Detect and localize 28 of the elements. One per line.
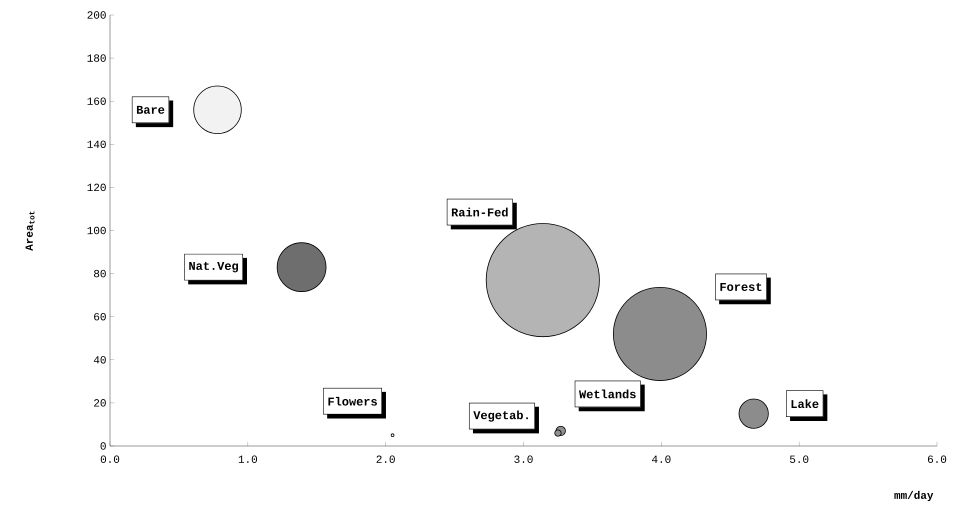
x-tick-label: 5.0	[790, 456, 808, 463]
x-tick-label: 1.0	[238, 456, 258, 463]
y-tick-label: 20	[94, 399, 106, 407]
y-axis-title: Area$_{tot}$	[26, 211, 34, 251]
series-label: Lake	[792, 399, 818, 408]
text: Wetlands	[579, 390, 636, 398]
y-tick-label: 100	[88, 226, 106, 234]
y-tick-label: 160	[88, 97, 106, 105]
y-tick-label: 0	[100, 442, 106, 450]
text: Nat.Veg	[189, 262, 238, 272]
y-tick-label: 120	[88, 184, 106, 192]
text: Bare	[136, 106, 164, 114]
y-tick-label: 40	[94, 356, 106, 364]
x-tick-label: 6.0	[928, 456, 946, 463]
text: Vegetab.	[473, 410, 528, 422]
y-tick-label: 140	[88, 140, 106, 148]
x-tick-label: 2.0	[376, 456, 395, 463]
y-tick-label: 200	[88, 11, 106, 19]
text: Rain-Fed	[452, 208, 508, 216]
text: Forest	[720, 282, 762, 291]
y-tick-label: 60	[94, 312, 106, 320]
y-tick-label: 180	[88, 54, 106, 62]
x-axis-title: mm/day	[894, 490, 934, 502]
x-tick-label: 4.0	[652, 456, 671, 463]
text: Flowers	[328, 396, 377, 406]
x-tick-label: 3.0	[514, 456, 533, 463]
x-tick-label: 0.0	[100, 456, 120, 463]
y-tick-label: 80	[94, 270, 106, 278]
